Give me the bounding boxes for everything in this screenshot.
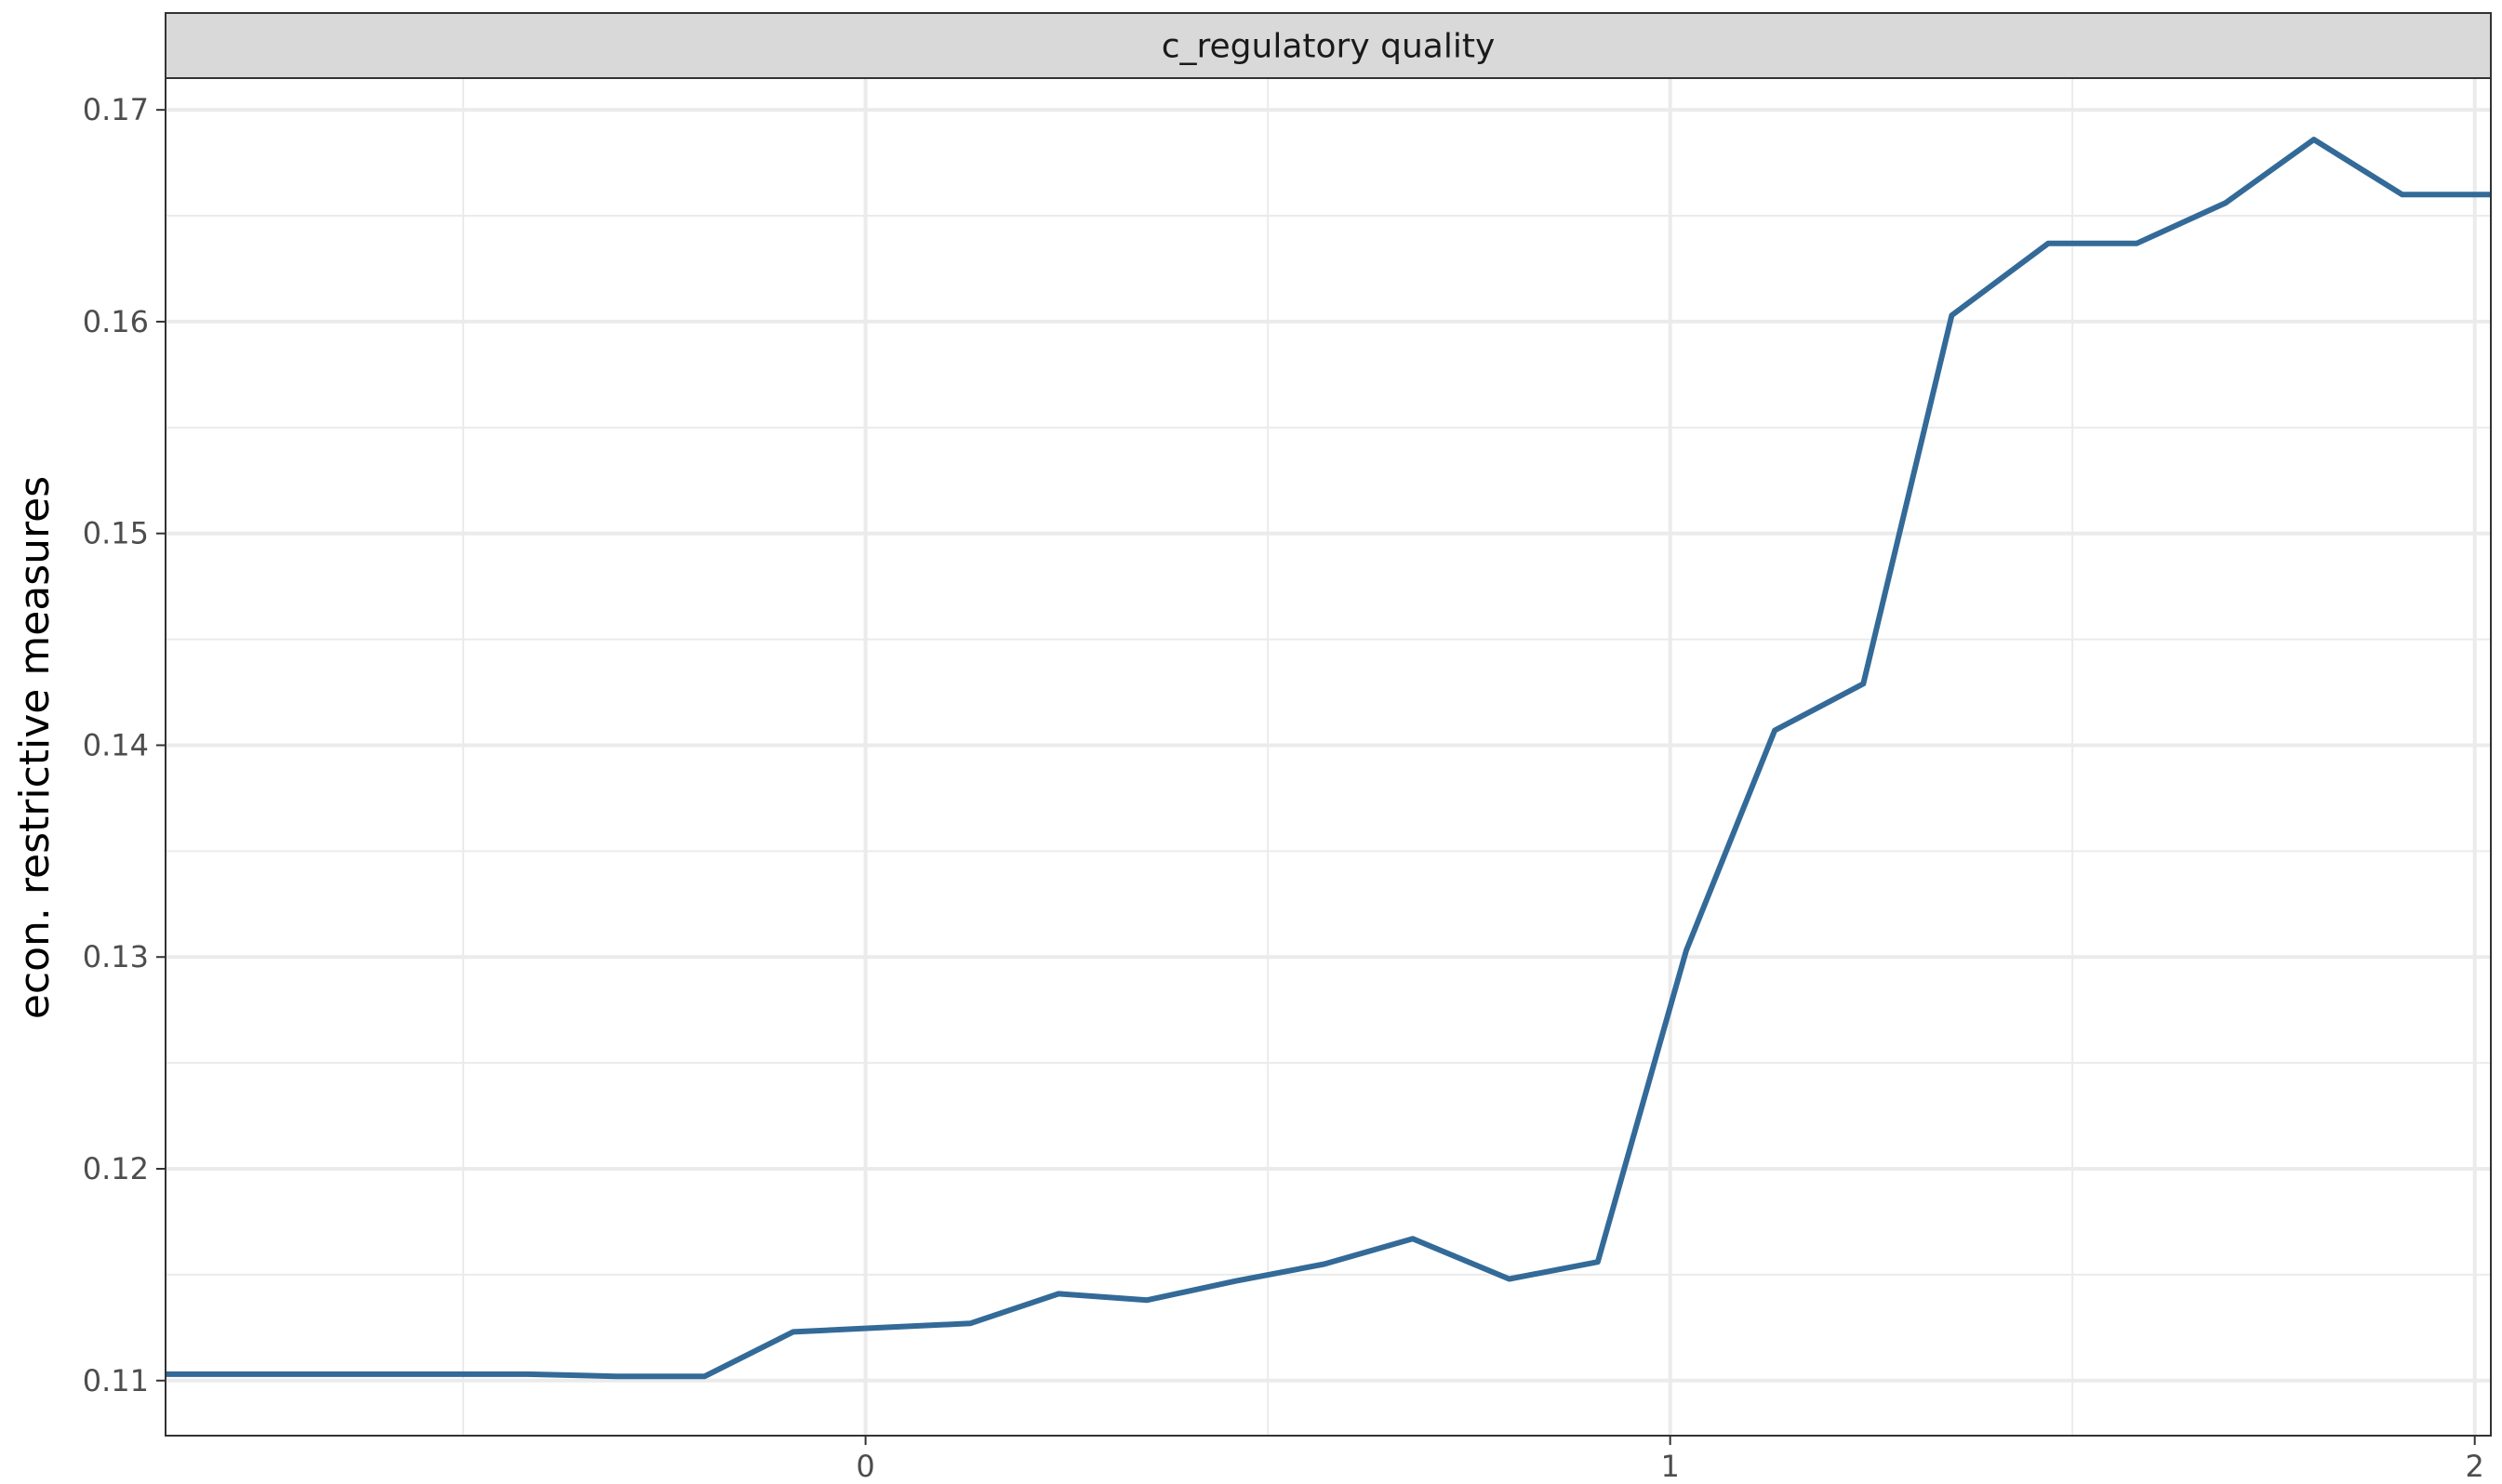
minor-grid-x — [462, 78, 2074, 1436]
minor-grid-y — [166, 215, 2491, 1276]
major-grid-x — [863, 78, 2477, 1436]
y-axis: 0.11 0.12 0.13 0.14 0.15 0.16 0.17 — [83, 92, 166, 1398]
x-tick-label: 1 — [1660, 1449, 1679, 1484]
y-tick-label: 0.14 — [83, 727, 149, 762]
y-tick-label: 0.11 — [83, 1363, 149, 1398]
y-tick-label: 0.12 — [83, 1151, 149, 1186]
facet-label: c_regulatory quality — [1162, 28, 1496, 66]
y-tick-label: 0.15 — [83, 516, 149, 551]
y-axis-title: econ. restrictive measures — [11, 476, 59, 1019]
y-tick-label: 0.17 — [83, 92, 149, 127]
facet-strip — [165, 12, 2492, 79]
y-tick-label: 0.13 — [83, 939, 149, 974]
x-tick-label: 0 — [856, 1449, 874, 1484]
series-layer — [166, 137, 2491, 1380]
x-tick-label: 2 — [2466, 1449, 2484, 1484]
series-line-0 — [166, 137, 2491, 1380]
panel-border — [165, 77, 2492, 1437]
y-tick-label: 0.16 — [83, 304, 149, 339]
major-grid-y — [166, 108, 2491, 1383]
x-axis: 0 1 2 — [856, 1436, 2484, 1484]
